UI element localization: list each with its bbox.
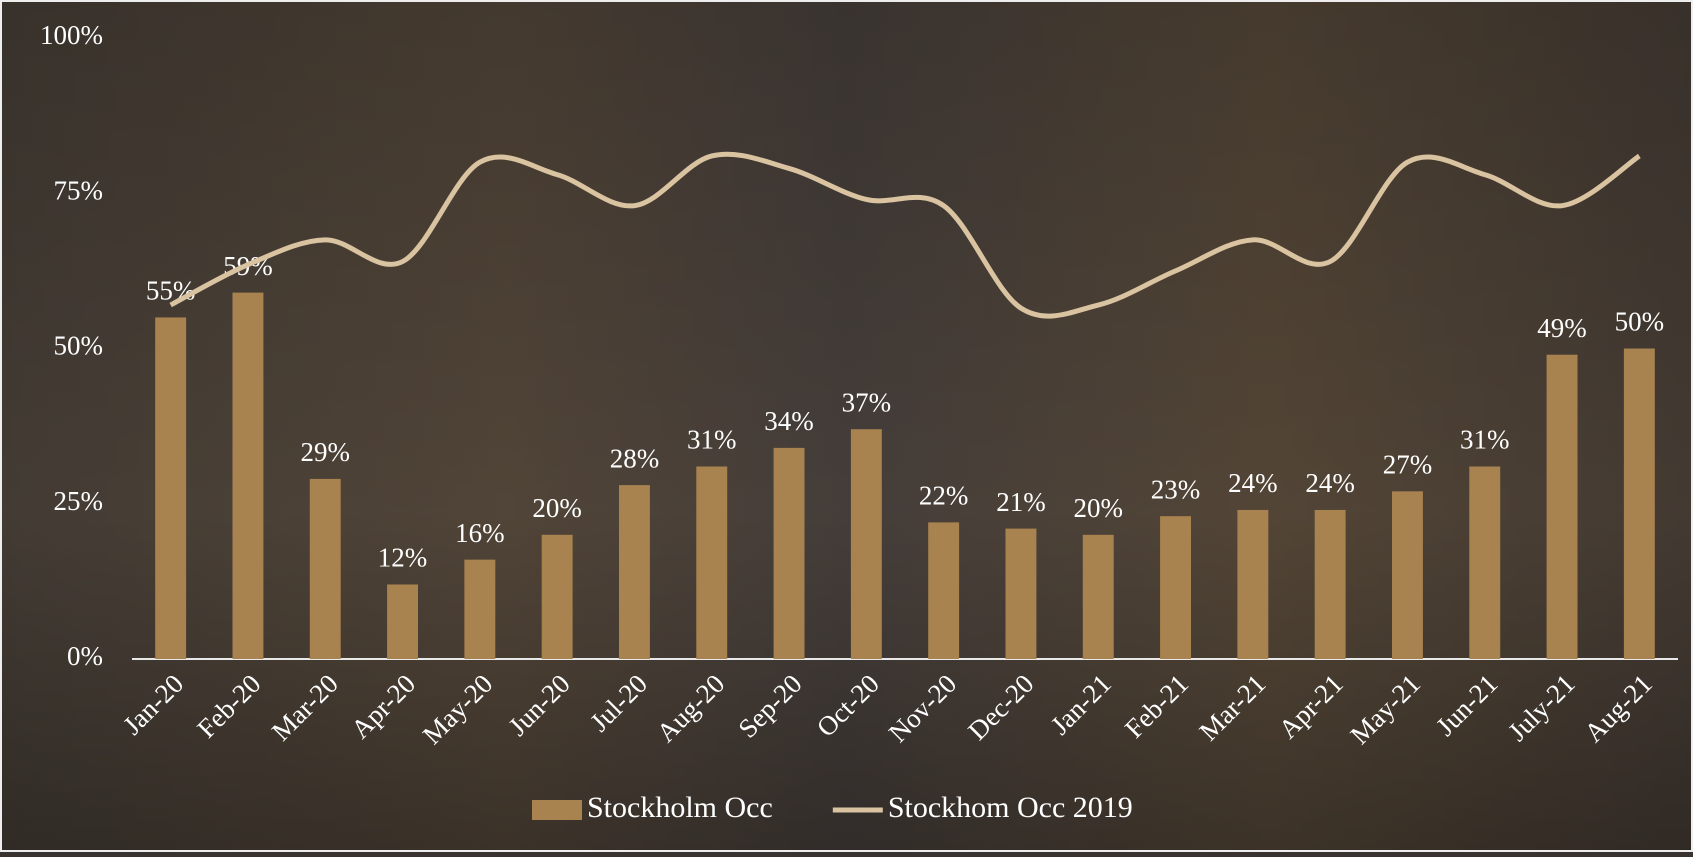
data-label: 55% (146, 276, 196, 306)
data-label: 28% (610, 443, 660, 473)
data-label: 20% (532, 493, 582, 523)
data-label: 16% (455, 518, 505, 548)
legend-label: Stockhom Occ 2019 (888, 791, 1133, 824)
y-tick-label: 50% (54, 331, 104, 361)
bar (1623, 348, 1655, 659)
bar (618, 485, 650, 659)
legend-label: Stockholm Occ (587, 791, 773, 824)
bar (1160, 516, 1192, 659)
y-tick-label: 75% (54, 175, 104, 205)
data-label: 22% (919, 481, 969, 511)
bar (928, 522, 960, 659)
bar (232, 292, 264, 659)
data-label: 29% (301, 437, 351, 467)
bar (1082, 534, 1114, 659)
bar (309, 478, 341, 659)
bar (464, 559, 496, 659)
bar (1005, 528, 1037, 659)
bar (1237, 509, 1269, 659)
legend-swatch (532, 800, 582, 820)
bar (1314, 509, 1346, 659)
bar (696, 466, 728, 659)
line (169, 151, 1641, 319)
data-label: 12% (378, 543, 428, 573)
bar (155, 317, 187, 659)
data-label: 27% (1383, 450, 1433, 480)
data-label: 20% (1074, 493, 1124, 523)
data-label: 24% (1305, 468, 1355, 498)
data-label: 24% (1228, 468, 1278, 498)
bar (1546, 354, 1578, 659)
y-tick-label: 100% (40, 20, 103, 50)
bar (773, 447, 805, 659)
y-tick-label: 0% (67, 641, 103, 671)
data-label: 49% (1537, 313, 1587, 343)
data-label: 31% (1460, 425, 1510, 455)
y-tick-label: 25% (54, 486, 104, 516)
data-label: 21% (996, 487, 1046, 517)
bar (850, 429, 882, 659)
data-label: 34% (764, 406, 814, 436)
data-label: 37% (842, 387, 892, 417)
bar (387, 584, 419, 659)
data-label: 31% (687, 425, 737, 455)
bar (1469, 466, 1501, 659)
bar (541, 534, 573, 659)
data-label: 50% (1615, 307, 1665, 337)
bar (1391, 491, 1423, 659)
data-label: 23% (1151, 474, 1201, 504)
